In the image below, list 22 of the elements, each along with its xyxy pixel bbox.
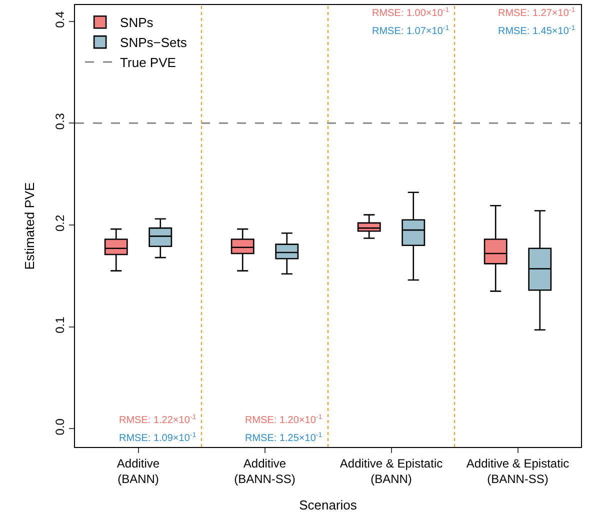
x-tick-label: Additive & Epistatic (BANN) <box>340 456 443 486</box>
y-tick-label: 0.1 <box>53 316 68 334</box>
x-tick-label: Additive (BANN) <box>116 456 160 486</box>
x-tick-label: Additive (BANN-SS) <box>234 456 296 486</box>
annotation: RMSE: 1.45×10$^{-1}$ <box>498 25 576 38</box>
x-tick-label: Additive & Epistatic (BANN-SS) <box>466 456 570 486</box>
y-tick-label: 0.3 <box>53 112 68 130</box>
y-tick-label: 0.0 <box>53 418 68 436</box>
annotation: RMSE: 1.25×10$^{-1}$ <box>245 432 322 444</box>
annotation: RMSE: 1.09×10$^{-1}$ <box>119 432 196 444</box>
annotation: RMSE: 1.07×10$^{-1}$ <box>372 25 450 38</box>
annotation: RMSE: 1.22×10$^{-1}$ <box>119 414 196 426</box>
legend-label: SNPs−Sets <box>120 35 188 50</box>
annotation: RMSE: 1.27×10$^{-1}$ <box>498 7 576 20</box>
y-tick-label: 0.2 <box>53 214 68 232</box>
y-tick-label: 0.4 <box>53 10 68 28</box>
annotation: RMSE: 1.20×10$^{-1}$ <box>245 414 322 426</box>
legend-label: SNPs <box>120 15 154 30</box>
annotation: RMSE: 1.00×10$^{-1}$ <box>372 7 450 20</box>
legend-label: True PVE <box>120 55 176 70</box>
x-axis-title: Scenarios <box>299 498 358 513</box>
y-axis-title: Estimated PVE <box>22 182 38 270</box>
